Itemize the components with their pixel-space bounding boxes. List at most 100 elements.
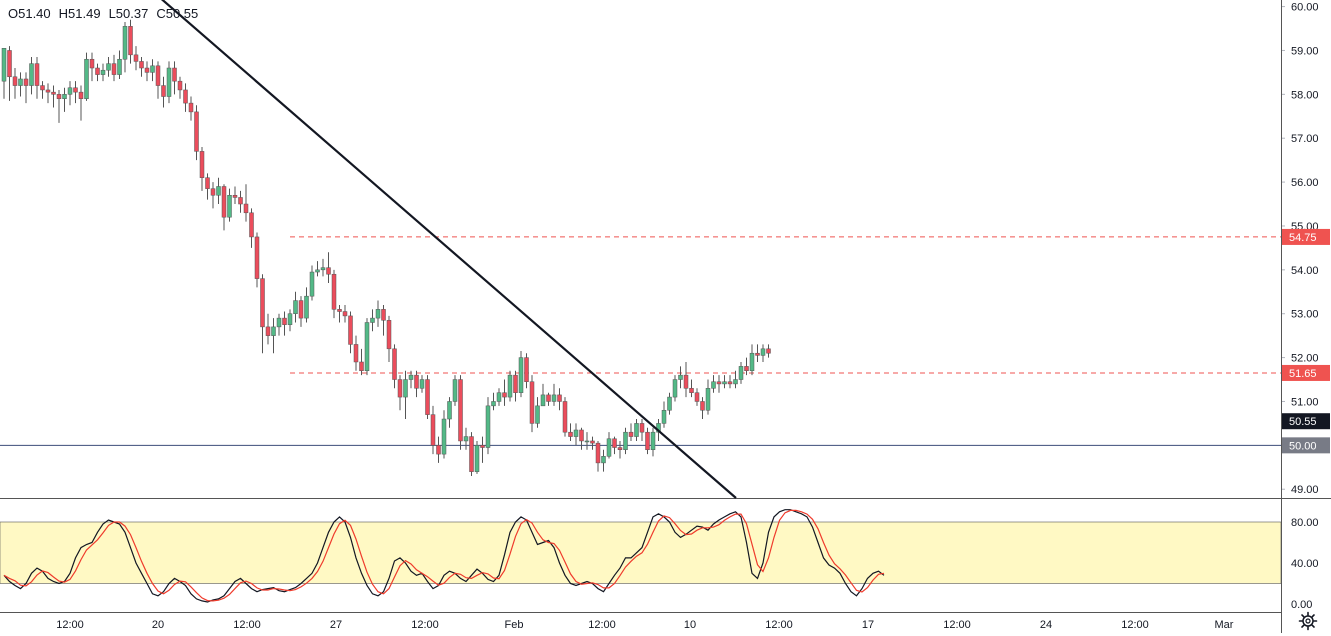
candle-body [249, 212, 254, 238]
price-tick-label: 53.00 [1291, 309, 1319, 321]
time-tick-label: 12:00 [411, 619, 439, 631]
price-tick-label: 56.00 [1291, 177, 1319, 189]
candle-body [414, 374, 419, 389]
candle-body [441, 418, 447, 455]
candle-body [84, 58, 89, 99]
candle-body [348, 315, 353, 345]
candle-body [689, 388, 694, 393]
candle-body [612, 438, 617, 448]
candle-body [254, 236, 260, 279]
ohlc-low: L50.37 [108, 6, 149, 21]
candle-body [408, 374, 414, 380]
time-tick-label: 12:00 [588, 619, 616, 631]
candle-body [678, 374, 683, 380]
candle-body [568, 431, 573, 437]
ohlc-open: O51.40 [8, 6, 51, 21]
candle-body [590, 440, 595, 444]
candle-body [62, 94, 67, 99]
candle-body [727, 381, 733, 385]
candle-body [381, 309, 386, 321]
ohlc-high: H51.49 [58, 6, 101, 21]
candle-body [425, 379, 430, 415]
candle-body [606, 438, 612, 457]
candle-body [392, 348, 397, 380]
candle-body [7, 50, 12, 78]
candle-body [293, 300, 298, 314]
candle-body [260, 278, 265, 328]
candle-body [733, 379, 738, 385]
level-label-box [1282, 228, 1330, 245]
candle-body [342, 311, 348, 317]
candle-body [546, 394, 551, 402]
candle-body [67, 87, 73, 95]
candle-body [700, 401, 705, 411]
candle-body [287, 313, 293, 325]
candle-body [573, 429, 579, 437]
stoch-d-line [3, 509, 885, 602]
candle-body [320, 267, 326, 271]
candle-body [243, 203, 249, 214]
candle-body [485, 405, 491, 448]
candle-body [271, 326, 276, 336]
candle-body [551, 394, 557, 402]
candle-body [227, 195, 232, 218]
candle-body [298, 300, 304, 319]
time-tick-label: 17 [862, 619, 874, 631]
gear-icon[interactable] [1298, 611, 1318, 631]
time-tick-label: 24 [1040, 619, 1052, 631]
candle-body [557, 394, 562, 402]
candle-body [694, 392, 700, 402]
candle-body [711, 381, 716, 389]
candle-body [755, 352, 760, 356]
candle-body [584, 440, 590, 443]
candle-body [155, 65, 161, 86]
candle-body [111, 63, 117, 75]
candle-body [34, 63, 40, 86]
trendline[interactable] [150, 0, 737, 499]
candle-body [194, 111, 199, 152]
candle-body [683, 374, 689, 389]
candle-body [315, 269, 320, 273]
time-tick-label: 12:00 [56, 619, 84, 631]
level-label-box [1282, 437, 1330, 454]
candle-body [645, 431, 650, 450]
candle-body [238, 197, 243, 205]
candle-body [78, 91, 84, 99]
candle-body [403, 379, 408, 398]
candle-body [705, 388, 711, 411]
time-tick-label: Mar [1215, 619, 1234, 631]
stoch-tick-label: 40.00 [1291, 558, 1319, 570]
candle-body [106, 63, 111, 71]
candle-body [337, 309, 342, 312]
candle-body [463, 436, 469, 442]
candle-body [309, 271, 315, 297]
candle-body [353, 344, 359, 363]
candle-body [359, 361, 364, 372]
candle-body [480, 445, 485, 448]
candle-body [639, 423, 645, 433]
candle-body [265, 326, 271, 336]
candle-body [507, 374, 513, 398]
candle-body [738, 366, 744, 380]
candle-body [161, 85, 166, 97]
candle-body [672, 379, 678, 398]
candle-body [716, 381, 722, 385]
candle-body [513, 374, 518, 393]
price-tick-label: 58.00 [1291, 89, 1319, 101]
candle-body [276, 317, 282, 328]
candle-body [326, 267, 331, 275]
candle-body [650, 431, 656, 450]
candle-body [51, 91, 56, 95]
time-tick-label: 12:00 [943, 619, 971, 631]
candle-body [535, 405, 540, 424]
time-tick-label: 12:00 [765, 619, 793, 631]
time-tick-label: 10 [684, 619, 696, 631]
candle-body [133, 54, 139, 62]
candle-body [172, 67, 177, 82]
price-tick-label: 51.00 [1291, 396, 1319, 408]
time-tick-label: 12:00 [233, 619, 261, 631]
candle-body [524, 357, 529, 382]
candle-body [469, 436, 474, 472]
candle-body [45, 89, 51, 93]
